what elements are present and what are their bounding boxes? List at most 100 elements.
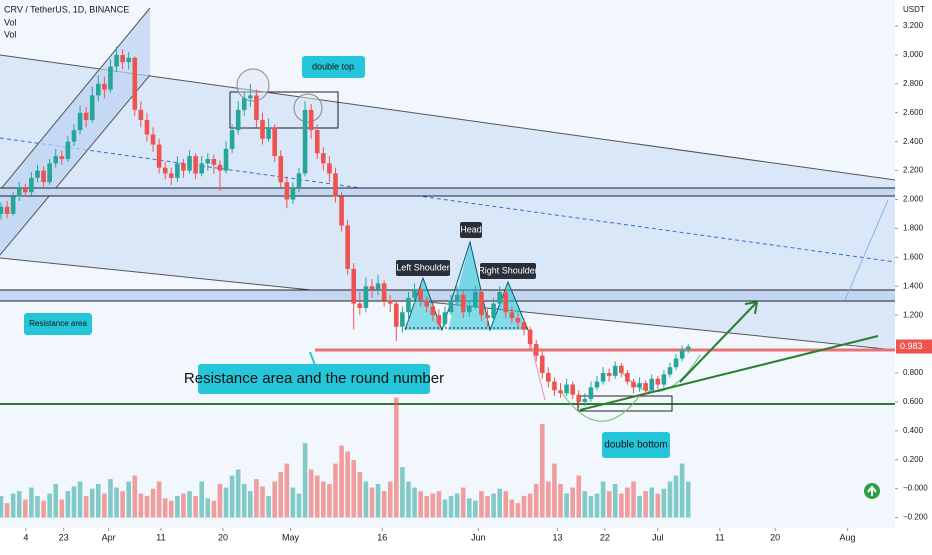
volume-bar <box>564 493 569 518</box>
y-tick-label: −0.000 <box>903 484 928 493</box>
y-tick-label: 0.200 <box>903 455 924 464</box>
volume-bar <box>59 499 65 518</box>
candle-body <box>679 349 685 359</box>
volume-bar <box>600 481 606 518</box>
volume-bar <box>612 483 618 518</box>
candle-body <box>193 156 198 174</box>
candle-body <box>387 300 393 304</box>
volume-bar <box>552 463 557 518</box>
volume-bar <box>47 493 52 518</box>
volume-bar <box>661 488 667 518</box>
volume-bar <box>631 481 636 518</box>
volume-bar <box>272 481 277 518</box>
x-tick-label: Jun <box>471 532 486 542</box>
volume-bar <box>35 495 40 518</box>
candle-body <box>144 119 150 135</box>
volume-bar <box>679 463 685 518</box>
y-tick-label: 2.800 <box>903 79 924 88</box>
x-tick-label: 16 <box>377 532 387 542</box>
candle-body <box>4 206 10 214</box>
volume-bar <box>357 471 363 518</box>
volume-bar <box>539 423 545 518</box>
candle-body <box>278 156 284 183</box>
x-tick-label: Aug <box>840 532 856 542</box>
candle-body <box>229 130 235 149</box>
volume-bar <box>89 488 95 518</box>
volume-bar <box>181 493 186 518</box>
volume-bar <box>254 479 259 518</box>
volume-bar <box>248 491 253 518</box>
x-tick-label: 11 <box>156 532 165 542</box>
y-tick-label: 1.800 <box>903 224 924 233</box>
volume-bar <box>533 483 539 518</box>
scroll-icon <box>867 485 877 496</box>
price-axis <box>895 0 932 550</box>
candle-body <box>132 57 138 110</box>
candle-body <box>412 289 417 298</box>
candle-body <box>217 164 223 171</box>
candle-body <box>381 283 387 301</box>
volume-bar <box>156 481 162 518</box>
y-tick-label: 3.200 <box>903 21 924 30</box>
candle-body <box>29 177 34 193</box>
volume-bar <box>217 483 223 518</box>
annotation: Resistance area and the round number <box>184 370 444 387</box>
candle-body <box>649 378 655 391</box>
x-tick-label: 20 <box>770 532 780 542</box>
volume-bar <box>138 493 144 518</box>
x-tick-label: 13 <box>552 532 562 542</box>
volume-bar <box>150 488 156 518</box>
volume-bar <box>162 498 168 518</box>
candle-body <box>308 109 314 131</box>
volume-bar <box>314 475 320 518</box>
volume-bar <box>278 471 284 518</box>
last-price-label: 0.983 <box>900 341 923 351</box>
candle-body <box>582 399 588 402</box>
candle-body <box>564 384 569 394</box>
volume-bar <box>23 499 28 518</box>
candle-body <box>576 394 582 402</box>
y-tick-label: 2.400 <box>903 137 924 146</box>
drawings <box>0 7 896 422</box>
volume-bar <box>406 481 411 518</box>
y-tick-label: 0.400 <box>903 426 924 435</box>
candle-body <box>460 294 466 313</box>
volume-bar <box>418 491 423 518</box>
candle-body <box>321 153 326 164</box>
candle-body <box>175 163 180 178</box>
candle-body <box>53 156 59 164</box>
candle-body <box>594 381 600 388</box>
candle-body <box>406 297 411 313</box>
candle-body <box>120 54 125 63</box>
volume-bar <box>436 491 442 518</box>
candle-body <box>162 167 168 174</box>
x-tick-label: Apr <box>102 532 116 542</box>
candle-body <box>606 372 612 376</box>
annotation: Head <box>460 224 482 234</box>
candle-body <box>284 182 290 200</box>
candle-body <box>272 127 277 157</box>
volume-bar <box>327 483 332 518</box>
volume-bar <box>296 493 302 518</box>
y-tick-label: 2.000 <box>903 195 924 204</box>
volume-bar <box>102 493 107 518</box>
volume-bar <box>65 491 71 518</box>
candle-body <box>685 346 691 350</box>
y-tick-label: 1.600 <box>903 252 924 261</box>
volume-bar <box>229 475 235 518</box>
volume-bar <box>588 495 594 518</box>
volume-bar <box>16 491 22 518</box>
volume-bar <box>460 487 466 518</box>
volume-bar <box>667 481 673 518</box>
time-axis <box>0 528 932 550</box>
candle-body <box>187 156 192 171</box>
candle-body <box>436 315 442 324</box>
volume-bar <box>430 493 436 518</box>
volume-bar <box>363 481 369 518</box>
candle-body <box>77 112 83 131</box>
x-tick-label: 20 <box>218 532 228 542</box>
candle-body <box>673 358 679 368</box>
volume-bar <box>339 445 344 518</box>
candle-body <box>539 355 545 373</box>
